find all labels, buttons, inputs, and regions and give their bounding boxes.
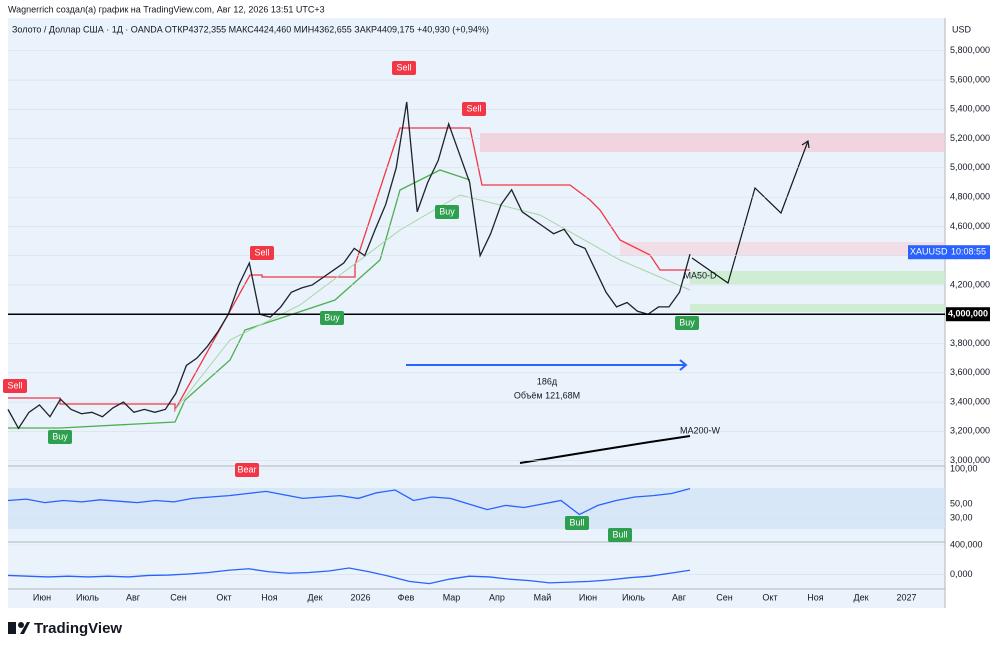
signal-tag xyxy=(235,463,259,477)
signal-label: Buy xyxy=(439,206,455,216)
y-tick-label: 0,000 xyxy=(950,569,973,579)
x-tick-label: Дек xyxy=(853,592,868,602)
x-tick-label: Авг xyxy=(672,592,687,602)
zone xyxy=(620,242,945,256)
y-tick-label: 50,00 xyxy=(950,498,973,508)
logo-mark xyxy=(20,622,30,634)
signal-label: Bear xyxy=(237,464,256,474)
signal-tag xyxy=(320,311,344,325)
x-tick-label: Авг xyxy=(126,592,141,602)
x-tick-label: Июн xyxy=(579,592,597,602)
x-tick-label: Сен xyxy=(170,592,187,602)
zone xyxy=(480,133,945,152)
signal-label: Sell xyxy=(396,62,411,72)
x-tick-label: Мар xyxy=(443,592,461,602)
y-tick-label: 3,200,000 xyxy=(950,426,990,436)
signal-label: Buy xyxy=(52,431,68,441)
signal-label: Sell xyxy=(254,247,269,257)
hline-label: 4,000,000 xyxy=(948,309,988,319)
series-line xyxy=(7,567,691,585)
unit: USD xyxy=(952,24,972,34)
rsi-band xyxy=(8,488,945,529)
logo-mark xyxy=(8,622,16,634)
signal-tag xyxy=(250,246,274,260)
series-line xyxy=(7,487,691,516)
resistance-line xyxy=(8,127,690,413)
x-tick-label: Май xyxy=(534,592,552,602)
y-tick-label: 4,800,000 xyxy=(950,191,990,201)
annotation: MA50-D xyxy=(683,270,717,280)
annotation: Объём 121,68М xyxy=(514,390,580,400)
x-tick-label: Ноя xyxy=(261,592,278,602)
signal-tag xyxy=(462,102,486,116)
projection xyxy=(691,140,809,284)
signal-tag xyxy=(565,516,589,530)
y-tick-label: 400,000 xyxy=(950,539,983,549)
signal-label: Sell xyxy=(7,380,22,390)
ma200-line xyxy=(519,435,691,464)
x-tick-label: Сен xyxy=(716,592,733,602)
y-tick-label: 5,600,000 xyxy=(950,74,990,84)
x-tick-label: 2026 xyxy=(350,592,370,602)
brand: TradingView xyxy=(34,620,122,637)
signal-tag xyxy=(608,528,632,542)
signal-tag xyxy=(675,316,699,330)
y-tick-label: 5,200,000 xyxy=(950,133,990,143)
annotation: 186д xyxy=(537,376,558,386)
x-tick-label: Окт xyxy=(762,592,777,602)
y-tick-label: 3,800,000 xyxy=(950,338,990,348)
projection-arrow xyxy=(801,139,810,149)
x-tick-label: Окт xyxy=(216,592,231,602)
y-tick-label: 3,400,000 xyxy=(950,396,990,406)
price-tag-symbol: XAUUSD xyxy=(910,247,948,257)
logo xyxy=(8,622,30,634)
symbol-line: Золото / Доллар США · 1Д · OANDA ОТКР437… xyxy=(12,24,489,34)
y-tick-label: 100,00 xyxy=(950,463,978,473)
y-tick-label: 3,600,000 xyxy=(950,367,990,377)
zone xyxy=(690,304,945,312)
x-tick-label: Июль xyxy=(622,592,645,602)
credit: Wagnerrich создал(а) график на TradingVi… xyxy=(8,4,325,14)
signal-label: Buy xyxy=(324,312,340,322)
x-tick-label: Июн xyxy=(33,592,51,602)
x-tick-label: Ноя xyxy=(807,592,824,602)
zone xyxy=(690,271,945,284)
y-tick-label: 5,400,000 xyxy=(950,104,990,114)
y-tick-label: 30,00 xyxy=(950,512,973,522)
signal-tag xyxy=(48,430,72,444)
range-arrow-head xyxy=(679,359,688,371)
signal-tag xyxy=(392,61,416,75)
y-tick-label: 4,200,000 xyxy=(950,279,990,289)
x-tick-label: 2027 xyxy=(896,592,916,602)
signal-label: Bull xyxy=(569,517,584,527)
y-tick-label: 5,800,000 xyxy=(950,45,990,55)
logo-mark xyxy=(18,622,24,628)
x-tick-label: Дек xyxy=(307,592,322,602)
signal-tag xyxy=(435,205,459,219)
signal-label: Bull xyxy=(612,529,627,539)
signal-tag xyxy=(3,379,27,393)
signal-label: Buy xyxy=(679,317,695,327)
y-tick-label: 5,000,000 xyxy=(950,162,990,172)
x-tick-label: Июль xyxy=(76,592,99,602)
x-tick-label: Апр xyxy=(489,592,505,602)
y-tick-label: 4,600,000 xyxy=(950,221,990,231)
annotation: MA200-W xyxy=(680,425,721,435)
price-tag xyxy=(908,245,990,260)
signal-label: Sell xyxy=(466,103,481,113)
hline-tag xyxy=(946,307,990,322)
series-line xyxy=(7,101,691,430)
ma-line xyxy=(174,194,691,411)
y-tick-label: 3,000,000 xyxy=(950,455,990,465)
x-tick-label: Фев xyxy=(398,592,415,602)
price-tag-time: 10:08:55 xyxy=(951,247,986,257)
